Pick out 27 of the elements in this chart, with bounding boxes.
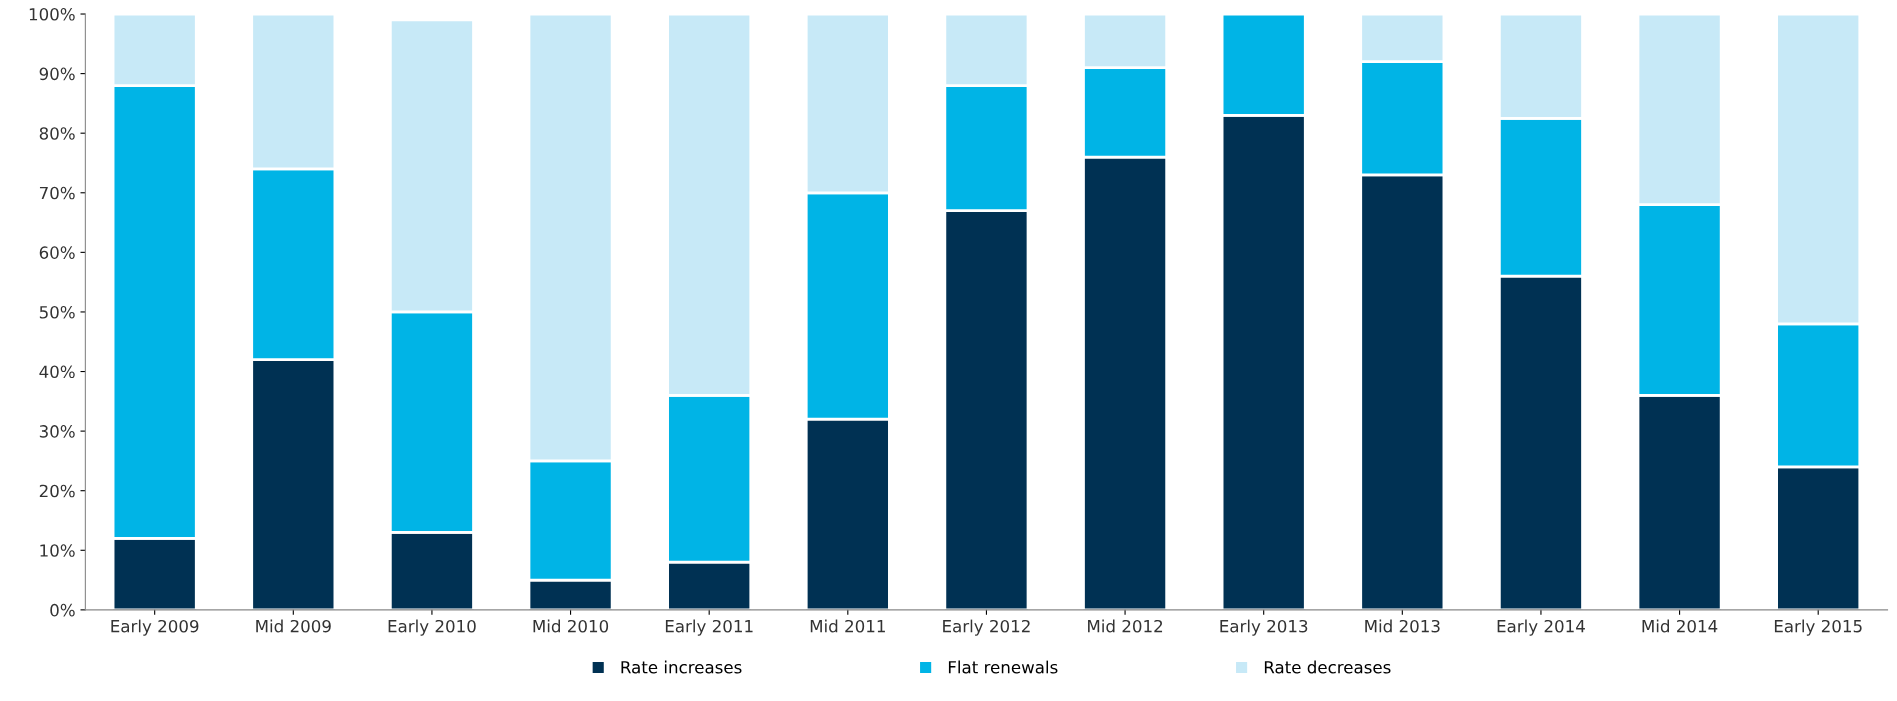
y-tick-label: 70%	[39, 186, 75, 200]
y-tick-label: 40%	[39, 365, 75, 379]
x-tick-label: Early 2015	[1774, 619, 1862, 636]
y-tick-label: 80%	[39, 127, 75, 140]
y-tick-label: 10%	[40, 544, 75, 557]
legend-label: Rate increases	[621, 660, 742, 674]
y-tick-label: 50%	[39, 305, 75, 319]
legend-label: Rate decreases	[1264, 660, 1391, 674]
x-tick-label: Early 2010	[388, 619, 476, 636]
y-tick-label: 100%	[29, 7, 75, 21]
y-tick-label: 30%	[39, 425, 75, 438]
x-tick-label: Mid 2009	[256, 619, 331, 633]
x-tick-label: Early 2011	[665, 619, 753, 636]
x-tick-label: Early 2009	[111, 619, 199, 636]
legend-label: Flat renewals	[948, 660, 1058, 674]
x-tick-label: Early 2013	[1220, 619, 1308, 636]
x-tick-label: Mid 2014	[1642, 619, 1718, 633]
y-tick-label: 20%	[39, 484, 75, 498]
x-tick-label: Mid 2010	[533, 619, 609, 633]
y-tick-label: 60%	[39, 246, 75, 259]
x-tick-label: Mid 2012	[1088, 619, 1163, 633]
y-tick-label: 0%	[50, 603, 75, 617]
x-tick-label: Early 2012	[943, 619, 1030, 636]
x-tick-label: Early 2014	[1497, 619, 1585, 636]
x-tick-label: Mid 2013	[1365, 619, 1440, 633]
x-tick-label: Mid 2011	[810, 619, 885, 633]
y-tick-label: 90%	[39, 67, 75, 81]
